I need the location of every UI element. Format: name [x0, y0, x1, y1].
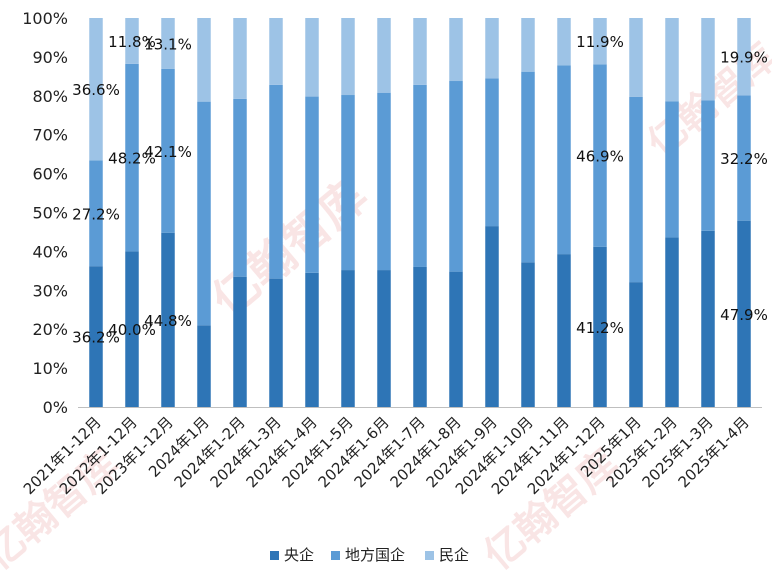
data-label: 36.2%: [72, 329, 120, 347]
bar-segment: [305, 272, 319, 407]
bar-segment: [521, 262, 535, 407]
bar-segment: [125, 251, 139, 407]
y-tick-label: 50%: [32, 204, 68, 223]
bar-segment: [449, 81, 463, 272]
bar-segment: [161, 18, 175, 69]
y-tick-label: 40%: [32, 242, 68, 261]
bar-segment: [377, 92, 391, 271]
bar-segment: [665, 101, 679, 238]
bar-segment: [161, 232, 175, 407]
bar-segment: [197, 18, 211, 102]
bar-segment: [125, 63, 139, 252]
data-label: 46.9%: [576, 148, 624, 166]
bar-segment: [557, 254, 571, 407]
bar-segment: [341, 18, 355, 96]
bar-segment: [233, 18, 247, 99]
bar-segment: [89, 160, 103, 267]
bar-segment: [593, 18, 607, 65]
legend: 央企 地方国企 民企: [270, 546, 469, 564]
data-label: 32.2%: [720, 150, 768, 168]
y-tick-label: 0%: [43, 398, 68, 417]
bar-segment: [485, 226, 499, 407]
bar-segment: [377, 270, 391, 407]
data-label: 27.2%: [72, 205, 120, 223]
data-label: 44.8%: [144, 312, 192, 330]
bar-segment: [413, 18, 427, 85]
bar-segment: [521, 18, 535, 72]
bar-segment: [701, 100, 715, 231]
bar-segment: [629, 96, 643, 283]
bar-segment: [269, 278, 283, 407]
bar-segment: [485, 78, 499, 227]
bar-segment: [557, 65, 571, 255]
bar-segment: [89, 18, 103, 161]
data-labels-layer: 36.2% 27.2% 36.6% 40.0% 48.2% 11.8% 44.8% 42.1%…: [72, 33, 768, 347]
bar-segment: [305, 18, 319, 97]
bar-segment: [701, 18, 715, 101]
bar-segment: [449, 271, 463, 407]
data-label: 40.0%: [108, 321, 156, 339]
data-label: 13.1%: [144, 35, 192, 53]
bar-segment: [269, 84, 283, 279]
legend-label: 地方国企: [345, 546, 405, 564]
bar-segment: [125, 18, 139, 64]
bar-segment: [197, 325, 211, 407]
data-label: 41.2%: [576, 319, 624, 337]
data-label: 19.9%: [720, 49, 768, 67]
bar-segment: [665, 18, 679, 102]
bar-segment: [737, 220, 751, 407]
legend-swatch: [331, 551, 340, 560]
x-axis: 2021年1-12月2022年1-12月2023年1-12月2024年1月202…: [20, 407, 762, 498]
data-label: 42.1%: [144, 143, 192, 161]
y-tick-label: 100%: [22, 9, 68, 28]
data-label: 48.2%: [108, 150, 156, 168]
bar-segment: [593, 246, 607, 407]
bar-segment: [665, 237, 679, 407]
y-tick-label: 90%: [32, 48, 68, 67]
bar-segment: [485, 18, 499, 79]
y-tick-label: 10%: [32, 359, 68, 378]
data-label: 36.6%: [72, 81, 120, 99]
bar-segment: [413, 84, 427, 267]
bar-segment: [521, 71, 535, 263]
legend-label: 央企: [284, 546, 314, 564]
data-label: 47.9%: [720, 306, 768, 324]
bar-segment: [197, 101, 211, 326]
y-axis: 0% 10% 20% 30% 40% 50% 60% 70% 80% 90% 100%: [22, 9, 68, 417]
bar-segment: [233, 276, 247, 407]
bar-segment: [233, 98, 247, 277]
bar-segment: [341, 270, 355, 407]
bar-segment: [161, 68, 175, 233]
y-tick-label: 30%: [32, 281, 68, 300]
bar-segment: [629, 282, 643, 407]
bar-segment: [737, 95, 751, 221]
bar-segment: [377, 18, 391, 93]
legend-label: 民企: [439, 546, 469, 564]
bar-segment: [449, 18, 463, 82]
y-tick-label: 20%: [32, 320, 68, 339]
data-label: 11.9%: [576, 33, 624, 51]
bar-segment: [593, 64, 607, 247]
bar-segment: [737, 18, 751, 96]
bar-segment: [413, 266, 427, 407]
bar-segment: [557, 18, 571, 66]
bar-segment: [305, 96, 319, 273]
bar-segment: [269, 18, 283, 85]
bars-layer: [89, 18, 751, 407]
legend-swatch: [270, 551, 279, 560]
legend-swatch: [425, 551, 434, 560]
bar-segment: [701, 230, 715, 407]
y-tick-label: 60%: [32, 165, 68, 184]
y-tick-label: 80%: [32, 87, 68, 106]
bar-segment: [341, 95, 355, 271]
bar-segment: [629, 18, 643, 97]
bar-segment: [89, 266, 103, 407]
data-label: 11.8%: [108, 33, 156, 51]
y-tick-label: 70%: [32, 126, 68, 145]
